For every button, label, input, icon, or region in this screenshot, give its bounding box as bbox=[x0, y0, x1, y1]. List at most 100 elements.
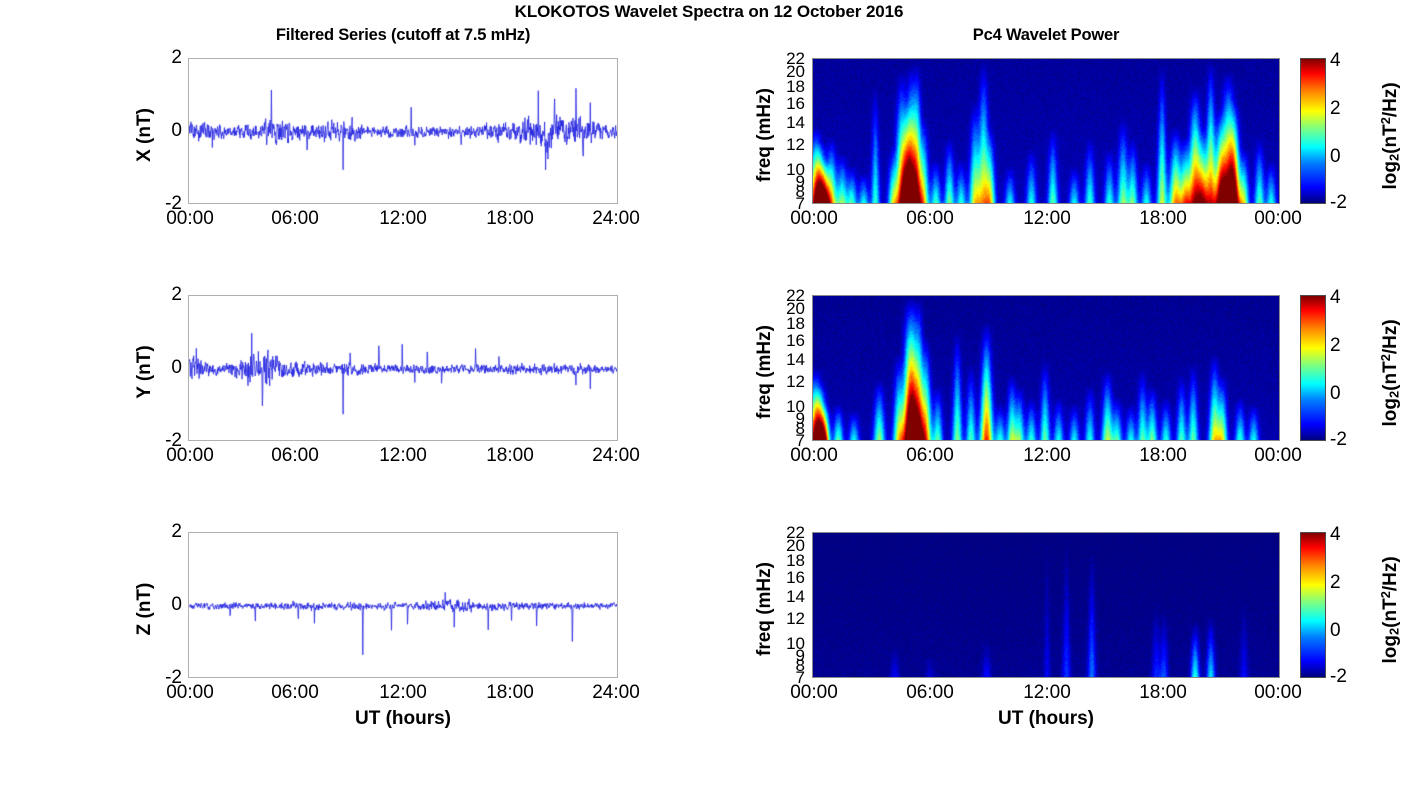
colorbar-label-open: (nT bbox=[1379, 361, 1401, 391]
colorbar-tick-y-1: 2 bbox=[1330, 335, 1341, 356]
colorbar-tick-x-2: 0 bbox=[1330, 146, 1341, 167]
spectrogram-xlabel: UT (hours) bbox=[997, 708, 1095, 729]
colorbar-tick-z-1: 2 bbox=[1330, 572, 1341, 593]
timeseries-ytick-x-0: 2 bbox=[171, 47, 182, 68]
spectrogram-ftick-z-18: 18 bbox=[786, 551, 805, 570]
spectrogram-xtick-x-0: 00:00 bbox=[790, 208, 838, 229]
spectrogram-ftick-x-22: 22 bbox=[786, 49, 805, 68]
spectrogram-ftick-z-7: 7 bbox=[795, 668, 805, 687]
timeseries-ytick-z-2: -2 bbox=[165, 667, 182, 688]
colorbar-label-close: /Hz) bbox=[1379, 556, 1401, 592]
colorbar-label-close: /Hz) bbox=[1379, 82, 1401, 118]
spectrogram-xtick-x-1: 06:00 bbox=[906, 208, 954, 229]
colorbar-y: 4 2 0 -2 bbox=[1300, 287, 1347, 450]
spectrogram-ftick-z-20: 20 bbox=[786, 536, 805, 555]
spectrogram-ftick-y-7: 7 bbox=[795, 431, 805, 450]
spectrogram-ftick-x-12: 12 bbox=[786, 135, 805, 154]
timeseries-xtick-x-4: 24:00 bbox=[592, 208, 640, 229]
spectrogram-plot-y bbox=[813, 296, 1279, 440]
spectrogram-ftick-x-18: 18 bbox=[786, 77, 805, 96]
spectrogram-xtick-y-0: 00:00 bbox=[790, 445, 838, 466]
colorbar-label-sup: 2 bbox=[1378, 591, 1394, 599]
timeseries-xtick-z-2: 12:00 bbox=[379, 682, 427, 703]
spectrogram-plot-x bbox=[813, 59, 1279, 203]
spectrogram-xtick-z-4: 00:00 bbox=[1254, 682, 1302, 703]
spectrogram-xtick-x-3: 18:00 bbox=[1139, 208, 1187, 229]
colorbar-tick-x-1: 2 bbox=[1330, 98, 1341, 119]
colorbar-label-log: log bbox=[1379, 635, 1401, 664]
timeseries-ytick-x-2: -2 bbox=[165, 193, 182, 214]
colorbar-label-z: log2(nT2/Hz) bbox=[1378, 530, 1402, 690]
spectrogram-xtick-y-4: 00:00 bbox=[1254, 445, 1302, 466]
spectrogram-axes-y bbox=[812, 295, 1280, 441]
spectrogram-xtick-x-4: 00:00 bbox=[1254, 208, 1302, 229]
colorbar-tick-x-3: -2 bbox=[1330, 192, 1347, 213]
spectrogram-ftick-y-16: 16 bbox=[786, 331, 805, 350]
colorbar-label-sup: 2 bbox=[1378, 117, 1394, 125]
colorbar-tick-y-0: 4 bbox=[1330, 287, 1341, 308]
timeseries-column-title: Filtered Series (cutoff at 7.5 mHz) bbox=[275, 26, 531, 44]
spectrogram-ftick-y-8: 8 bbox=[795, 419, 805, 438]
timeseries-xtick-y-1: 06:00 bbox=[271, 445, 319, 466]
timeseries-ytick-x-1: 0 bbox=[171, 120, 182, 141]
timeseries-xtick-y-4: 24:00 bbox=[592, 445, 640, 466]
timeseries-xtick-x-1: 06:00 bbox=[271, 208, 319, 229]
spectrogram-plot-z bbox=[813, 533, 1279, 677]
figure-title: KLOKOTOS Wavelet Spectra on 12 October 2… bbox=[514, 2, 904, 21]
colorbar-label-close: /Hz) bbox=[1379, 319, 1401, 355]
timeseries-xlabel: UT (hours) bbox=[354, 708, 452, 729]
spectrogram-ftick-y-14: 14 bbox=[786, 350, 805, 369]
spectrogram-ftick-x-9: 9 bbox=[795, 172, 805, 191]
spectrogram-ftick-x-8: 8 bbox=[795, 182, 805, 201]
timeseries-ytick-y-0: 2 bbox=[171, 284, 182, 305]
spectrogram-ftick-y-20: 20 bbox=[786, 299, 805, 318]
timeseries-xtick-x-2: 12:00 bbox=[379, 208, 427, 229]
timeseries-xtick-y-2: 12:00 bbox=[379, 445, 427, 466]
colorbar-tick-x-0: 4 bbox=[1330, 50, 1341, 71]
spectrogram-ftick-y-12: 12 bbox=[786, 372, 805, 391]
timeseries-plot-z bbox=[189, 533, 617, 677]
spectrogram-ftick-y-10: 10 bbox=[786, 397, 805, 416]
timeseries-plot-y bbox=[189, 296, 617, 440]
colorbar-label-sub: 2 bbox=[1386, 153, 1402, 162]
spectrogram-xtick-y-3: 18:00 bbox=[1139, 445, 1187, 466]
colorbar-tick-z-0: 4 bbox=[1330, 524, 1341, 545]
spectrogram-xtick-x-2: 12:00 bbox=[1023, 208, 1071, 229]
colorbar-tick-y-3: -2 bbox=[1330, 429, 1347, 450]
spectrogram-ftick-x-14: 14 bbox=[786, 113, 805, 132]
spectrogram-xtick-y-1: 06:00 bbox=[906, 445, 954, 466]
spectrogram-xtick-z-0: 00:00 bbox=[790, 682, 838, 703]
timeseries-xtick-z-3: 18:00 bbox=[486, 682, 534, 703]
timeseries-ytick-y-1: 0 bbox=[171, 357, 182, 378]
colorbar-z: 4 2 0 -2 bbox=[1300, 524, 1347, 687]
colorbar-label-open: (nT bbox=[1379, 124, 1401, 154]
spectrogram-axes-x bbox=[812, 58, 1280, 204]
spectrogram-ftick-x-20: 20 bbox=[786, 62, 805, 81]
spectrogram-ftick-y-18: 18 bbox=[786, 314, 805, 333]
timeseries-plot-x bbox=[189, 59, 617, 203]
timeseries-xtick-y-0: 00:00 bbox=[166, 445, 214, 466]
spectrogram-ftick-z-22: 22 bbox=[786, 523, 805, 542]
timeseries-xtick-z-1: 06:00 bbox=[271, 682, 319, 703]
colorbar-x: 4 2 0 -2 bbox=[1300, 50, 1347, 213]
spectrogram-ftick-z-8: 8 bbox=[795, 656, 805, 675]
timeseries-xtick-z-4: 24:00 bbox=[592, 682, 640, 703]
colorbar-label-sub: 2 bbox=[1386, 390, 1402, 399]
timeseries-xtick-y-3: 18:00 bbox=[486, 445, 534, 466]
spectrogram-axes-z bbox=[812, 532, 1280, 678]
colorbar-label-sup: 2 bbox=[1378, 354, 1394, 362]
colorbar-label-x: log2(nT2/Hz) bbox=[1378, 56, 1402, 216]
colorbar-label-log: log bbox=[1379, 161, 1401, 190]
spectra-column-title: Pc4 Wavelet Power bbox=[972, 26, 1120, 44]
timeseries-axes-z bbox=[188, 532, 618, 678]
timeseries-xtick-x-3: 18:00 bbox=[486, 208, 534, 229]
spectrogram-ftick-z-10: 10 bbox=[786, 634, 805, 653]
colorbar-label-open: (nT bbox=[1379, 598, 1401, 628]
spectrogram-ftick-y-22: 22 bbox=[786, 286, 805, 305]
spectrogram-ftick-z-12: 12 bbox=[786, 609, 805, 628]
spectrogram-ftick-x-7: 7 bbox=[795, 194, 805, 213]
spectrogram-ftick-z-16: 16 bbox=[786, 568, 805, 587]
spectrogram-ftick-z-14: 14 bbox=[786, 587, 805, 606]
spectrogram-xtick-z-2: 12:00 bbox=[1023, 682, 1071, 703]
timeseries-xtick-x-0: 00:00 bbox=[166, 208, 214, 229]
